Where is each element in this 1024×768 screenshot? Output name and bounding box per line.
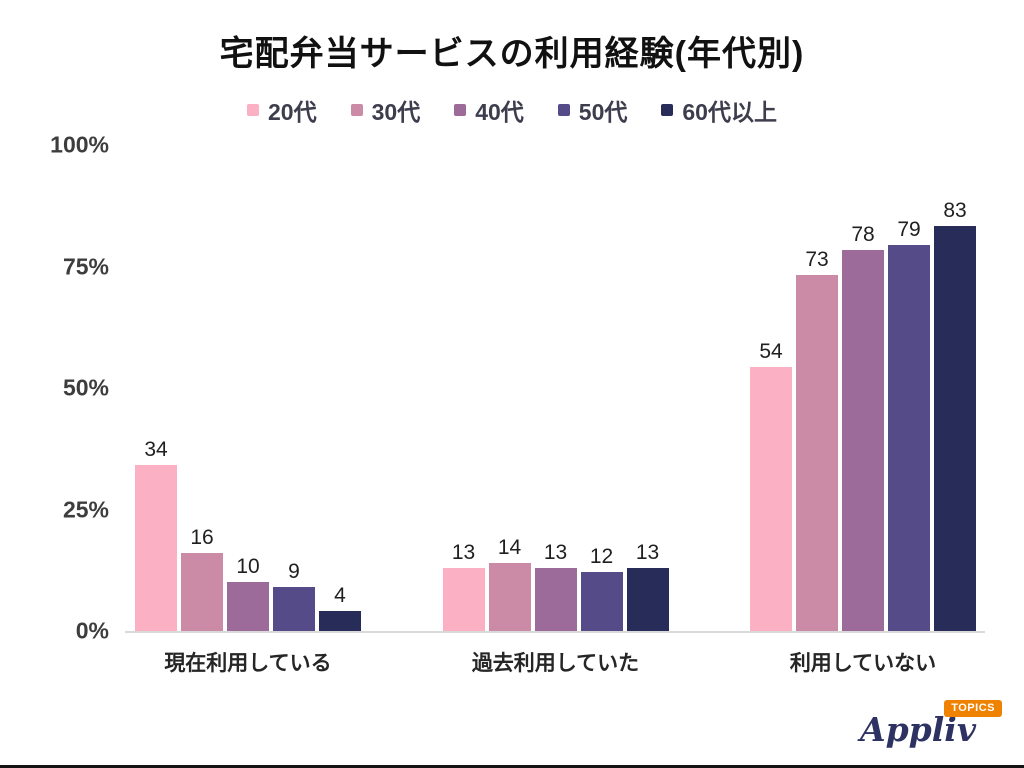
category-label: 過去利用していた xyxy=(471,652,640,675)
bar-group: 54 73 78 79 83 xyxy=(750,200,976,631)
bar xyxy=(626,568,669,631)
y-axis-tick-label: 75% xyxy=(62,253,109,279)
bar-value-label: 79 xyxy=(897,218,921,241)
bar-value-label: 34 xyxy=(144,438,168,461)
legend-item: 30代 xyxy=(350,93,421,127)
bar-value-label: 13 xyxy=(635,541,660,564)
chart-title: 宅配弁当サービスの利用経験(年代別) xyxy=(219,35,805,73)
bar-value-label: 16 xyxy=(190,526,214,549)
legend-swatch xyxy=(350,104,363,116)
category-label: 利用していない xyxy=(789,652,937,675)
legend-label: 30代 xyxy=(371,99,421,125)
bar xyxy=(534,568,577,631)
y-axis-tick-label: 50% xyxy=(62,374,109,401)
bar-value-label: 14 xyxy=(497,536,522,559)
legend-label: 50代 xyxy=(578,99,628,125)
bar-column: 83 xyxy=(934,200,976,631)
legend: 20代 30代 40代 50代 60代以上 xyxy=(0,93,1024,127)
bar xyxy=(934,226,976,631)
bar xyxy=(888,245,930,631)
bar-column: 13 xyxy=(626,541,669,631)
bar-value-label: 13 xyxy=(451,541,476,564)
bar xyxy=(488,563,531,631)
bar xyxy=(273,587,315,631)
bar-value-label: 9 xyxy=(288,560,300,583)
bar-column: 34 xyxy=(135,439,177,631)
bar-column: 14 xyxy=(488,536,531,631)
legend-label: 20代 xyxy=(268,99,317,125)
bar xyxy=(319,611,361,631)
x-axis-labels: 現在利用している 過去利用していた 利用していない xyxy=(125,647,985,677)
bar-value-label: 83 xyxy=(943,199,967,222)
bar xyxy=(842,250,884,631)
brand-logo: Appliv TOPICS xyxy=(860,700,1002,749)
bar-column: 73 xyxy=(796,249,838,631)
bar-group: 34 16 10 9 4 xyxy=(135,439,361,631)
bar-value-label: 13 xyxy=(543,541,568,564)
bar-value-label: 54 xyxy=(759,340,783,363)
legend-item: 60代以上 xyxy=(661,93,777,127)
bar-column: 54 xyxy=(750,341,792,631)
bar-value-label: 78 xyxy=(851,223,875,246)
legend-label: 60代以上 xyxy=(682,99,777,125)
bar-column: 78 xyxy=(842,224,884,631)
bar-column: 9 xyxy=(273,561,315,631)
bar xyxy=(796,275,838,631)
bar-column: 12 xyxy=(580,545,623,631)
brand-wordmark: Appliv xyxy=(860,710,976,749)
bar-group: 13 14 13 12 13 xyxy=(442,536,669,631)
category-label: 現在利用している xyxy=(164,652,332,675)
bar xyxy=(750,367,792,631)
brand-topics-badge: TOPICS xyxy=(944,700,1002,718)
bar xyxy=(580,572,623,631)
legend-swatch xyxy=(454,104,467,116)
y-axis-tick-label: 100% xyxy=(50,131,109,158)
legend-swatch xyxy=(661,104,674,116)
legend-item: 50代 xyxy=(557,93,628,127)
bar-column: 10 xyxy=(227,556,269,631)
bar xyxy=(227,582,269,631)
page-bottom-border xyxy=(0,765,1024,768)
y-axis-tick-label: 0% xyxy=(75,617,109,644)
bar xyxy=(135,465,177,631)
bar-value-label: 12 xyxy=(589,545,614,568)
bar-value-label: 10 xyxy=(236,555,260,578)
bar-column: 4 xyxy=(319,585,361,631)
bar-value-label: 73 xyxy=(805,248,829,271)
bar-column: 13 xyxy=(534,541,577,631)
plot-area: 34 16 10 9 4 13 14 13 12 13 54 73 78 79 83 0% 25% 50% 75%… xyxy=(50,132,985,644)
bar xyxy=(181,553,223,631)
bar-column: 13 xyxy=(442,541,485,631)
bar-column: 16 xyxy=(181,527,223,631)
y-axis-tick-label: 25% xyxy=(62,496,109,522)
bar xyxy=(442,568,485,631)
bar-value-label: 4 xyxy=(334,584,346,607)
legend-label: 40代 xyxy=(475,99,524,125)
legend-item: 20代 xyxy=(247,93,317,127)
bar-column: 79 xyxy=(888,219,930,631)
legend-item: 40代 xyxy=(454,93,524,127)
bar-groups: 34 16 10 9 4 13 14 13 12 13 54 73 78 79 83 xyxy=(125,145,985,631)
legend-swatch xyxy=(557,104,570,116)
legend-swatch xyxy=(247,104,260,116)
